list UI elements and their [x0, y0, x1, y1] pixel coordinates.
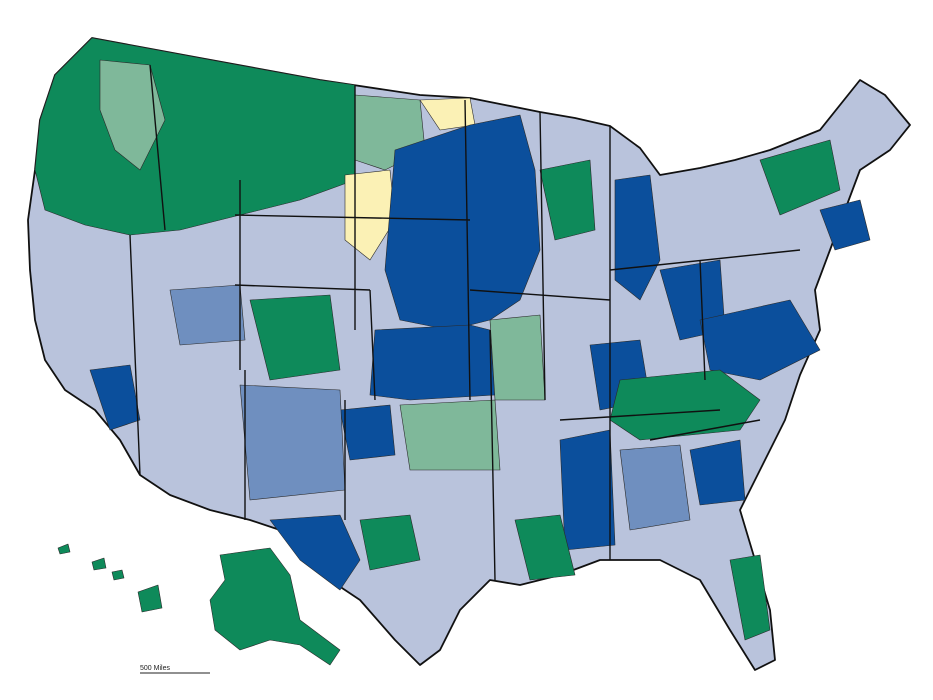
hawaii-island-1 — [57, 543, 71, 555]
region-oklahoma-darkblue — [339, 404, 396, 461]
region-virginia-darkblue — [699, 299, 821, 381]
region-wisconsin-green — [539, 159, 596, 241]
hawaii-island-3 — [111, 569, 125, 581]
region-oklahoma-lightgreen — [399, 399, 501, 471]
region-plains-darkblue — [384, 114, 541, 331]
region-ne-darkblue — [819, 199, 871, 251]
region-texas-darkblue — [269, 514, 361, 591]
region-newyork-green — [759, 139, 841, 216]
region-california-darkblue — [89, 364, 141, 431]
region-utah-midblue — [169, 284, 246, 346]
region-newmexico-midblue — [239, 384, 346, 501]
scale-bar-label: 500 Miles — [140, 665, 170, 672]
region-texas-green — [359, 514, 421, 571]
alaska — [209, 547, 341, 666]
region-missouri-lightgreen — [489, 314, 546, 401]
region-louisiana-green — [514, 514, 576, 581]
hawaii-island-2 — [91, 557, 107, 571]
region-georgia-darkblue — [689, 439, 746, 506]
hawaii — [57, 543, 163, 613]
alaska-shape — [209, 547, 341, 666]
region-dakota-yellow — [344, 169, 396, 261]
region-colorado-green — [249, 294, 341, 381]
region-kansas-darkblue — [369, 324, 496, 401]
hawaii-island-4 — [137, 584, 163, 613]
contiguous-us — [27, 37, 911, 671]
region-florida-green — [729, 554, 771, 641]
region-mississippi-darkblue — [559, 429, 616, 551]
state-borders — [129, 64, 801, 581]
region-alabama-midblue — [619, 444, 691, 531]
